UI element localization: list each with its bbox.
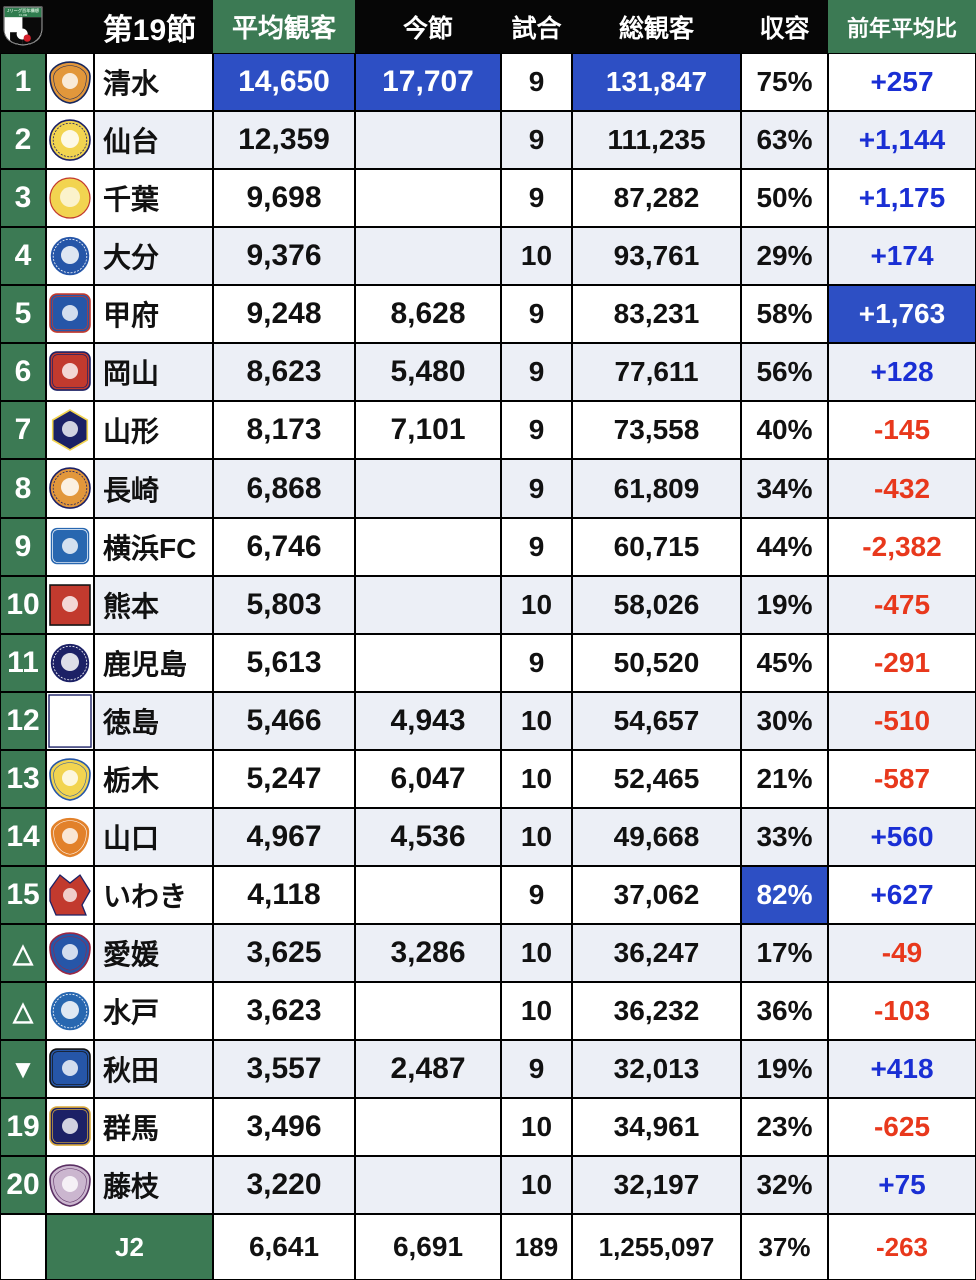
- svg-text:CLUB: CLUB: [19, 13, 28, 17]
